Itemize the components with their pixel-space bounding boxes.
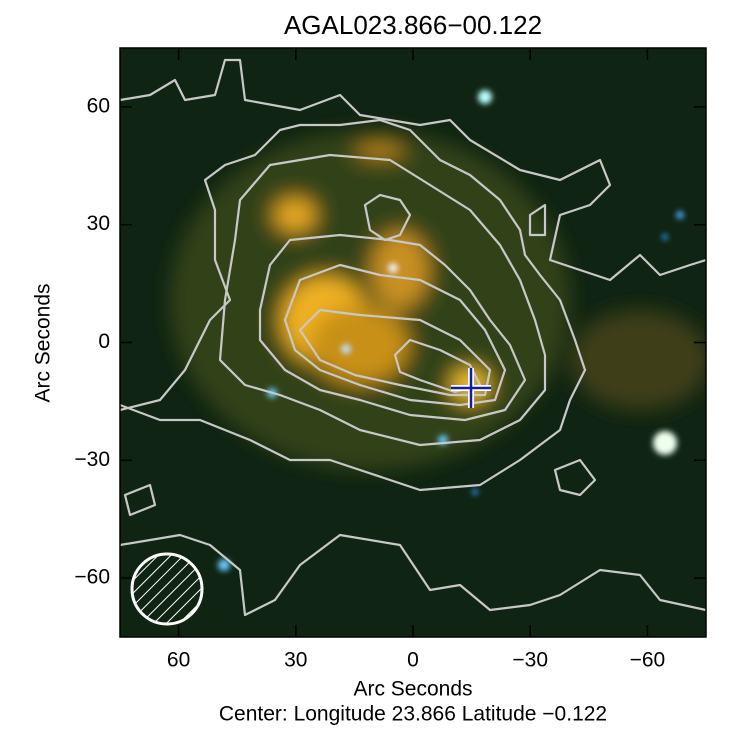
contour xyxy=(258,233,527,422)
y-tick-label: 30 xyxy=(87,212,110,235)
x-axis-label: Arc Seconds xyxy=(353,678,472,701)
contour xyxy=(120,533,706,617)
y-axis-label: Arc Seconds xyxy=(32,283,55,402)
y-tick-label: −30 xyxy=(74,448,110,471)
contour xyxy=(120,118,587,492)
x-tick-label: 30 xyxy=(284,649,307,672)
contour xyxy=(528,203,547,237)
y-tick-label: 60 xyxy=(87,94,110,117)
contour xyxy=(123,483,157,517)
x-tick-label: 60 xyxy=(167,649,190,672)
contour xyxy=(283,263,507,407)
contour xyxy=(553,458,597,497)
y-tick-label: 0 xyxy=(98,330,110,353)
contour xyxy=(120,58,706,282)
contour xyxy=(218,153,547,447)
beam xyxy=(130,552,204,626)
source-marker xyxy=(451,368,491,408)
sky-image xyxy=(120,48,706,637)
contour xyxy=(298,308,492,397)
subtitle: Center: Longitude 23.866 Latitude −0.122 xyxy=(219,703,607,726)
x-tick-label: −60 xyxy=(630,649,666,672)
x-tick-label: −30 xyxy=(512,649,548,672)
y-tick-label: −60 xyxy=(74,566,110,589)
x-tick-label: 0 xyxy=(407,649,419,672)
chart-title: AGAL023.866−00.122 xyxy=(284,10,542,40)
contour xyxy=(363,193,412,242)
